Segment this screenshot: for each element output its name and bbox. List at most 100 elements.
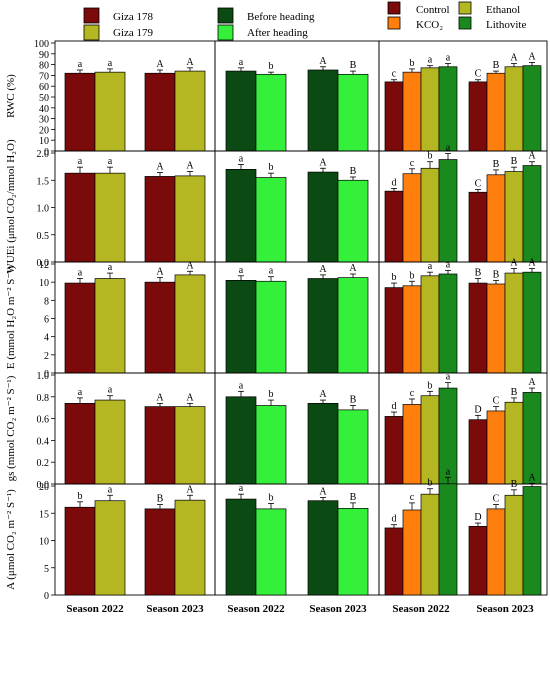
significance-letter: d	[392, 514, 397, 525]
bar	[420, 167, 440, 263]
y-tick-label: 0.5	[37, 231, 50, 242]
significance-letter: B	[511, 387, 518, 398]
bar	[225, 396, 257, 485]
y-tick-label: 0	[44, 147, 49, 158]
significance-letter: a	[239, 153, 244, 164]
significance-letter: c	[392, 69, 397, 80]
significance-letter: A	[156, 392, 164, 403]
legend-label: KCO₂	[416, 19, 443, 31]
significance-letter: b	[269, 389, 274, 400]
significance-letter: C	[475, 179, 482, 190]
bar	[402, 509, 422, 596]
significance-letter: B	[350, 166, 357, 177]
legend-label: Giza 178	[113, 11, 154, 23]
bar	[522, 65, 542, 152]
significance-letter: b	[392, 272, 397, 283]
significance-letter: A	[528, 377, 536, 388]
significance-letter: B	[350, 395, 357, 406]
legend-label: Control	[416, 4, 450, 16]
significance-letter: a	[446, 53, 451, 64]
y-tick-label: 0.0	[37, 258, 50, 269]
y-tick-label: 40	[39, 104, 49, 115]
y-tick-label: 80	[39, 61, 49, 72]
legend-swatch	[217, 24, 234, 41]
significance-letter: A	[319, 157, 327, 168]
significance-letter: A	[156, 267, 164, 278]
significance-letter: a	[239, 265, 244, 276]
bar	[144, 72, 176, 152]
bar	[468, 81, 488, 152]
significance-letter: A	[510, 258, 518, 269]
bar	[94, 399, 126, 485]
significance-letter: A	[319, 264, 327, 275]
y-tick-label: 0.4	[37, 436, 50, 447]
significance-letter: B	[493, 60, 500, 71]
significance-letter: B	[493, 159, 500, 170]
bar	[64, 402, 96, 485]
bar	[420, 67, 440, 152]
bar	[144, 176, 176, 263]
bar	[438, 159, 458, 263]
significance-letter: b	[428, 151, 433, 162]
significance-letter: A	[528, 51, 536, 62]
y-tick-label: 0.0	[37, 480, 50, 491]
bar	[504, 494, 524, 596]
bar	[468, 525, 488, 596]
bar	[174, 274, 206, 374]
y-tick-label: 20	[39, 125, 49, 136]
legend-label: Lithovite	[486, 19, 526, 31]
panel-frame	[378, 483, 548, 596]
legend-label: Before heading	[247, 11, 315, 23]
y-tick-label: 6	[44, 315, 49, 326]
y-tick-label: 2.0	[37, 149, 50, 160]
bar	[307, 278, 339, 374]
y-tick-label: 0.8	[37, 393, 50, 404]
y-tick-label: 2	[44, 351, 49, 362]
bar	[468, 419, 488, 485]
bar	[174, 70, 206, 152]
y-tick-label: 90	[39, 50, 49, 61]
bar	[64, 72, 96, 152]
significance-letter: A	[319, 56, 327, 67]
bar	[94, 71, 126, 152]
y-tick-label: 0	[44, 369, 49, 380]
bar	[420, 493, 440, 596]
significance-letter: a	[78, 156, 83, 167]
chart-row: WUEi (μmol CO₂/mmol H₂O) 0.0 0.5 1.0 1.5 2.0 a…	[5, 139, 548, 274]
significance-letter: b	[269, 162, 274, 173]
bar	[307, 171, 339, 263]
significance-letter: A	[156, 162, 164, 173]
y-tick-label: 70	[39, 71, 49, 82]
y-tick-label: 10	[39, 278, 49, 289]
bar	[384, 416, 404, 485]
bar	[402, 71, 422, 152]
legend-swatch	[387, 16, 401, 30]
bar	[504, 66, 524, 152]
bar	[64, 172, 96, 263]
bar	[420, 275, 440, 374]
bar	[94, 172, 126, 263]
bar	[255, 405, 287, 485]
significance-letter: B	[350, 60, 357, 71]
panel: a b A B	[214, 150, 380, 263]
bar	[384, 527, 404, 596]
y-tick-label: 20	[39, 482, 49, 493]
significance-letter: a	[269, 266, 274, 277]
bar	[522, 165, 542, 263]
bar	[420, 395, 440, 485]
bar	[522, 486, 542, 596]
bar	[504, 401, 524, 485]
y-axis-label: RWC (%)	[5, 74, 17, 118]
bar	[174, 406, 206, 485]
bar	[255, 508, 287, 596]
y-tick-label: 1.5	[37, 176, 50, 187]
